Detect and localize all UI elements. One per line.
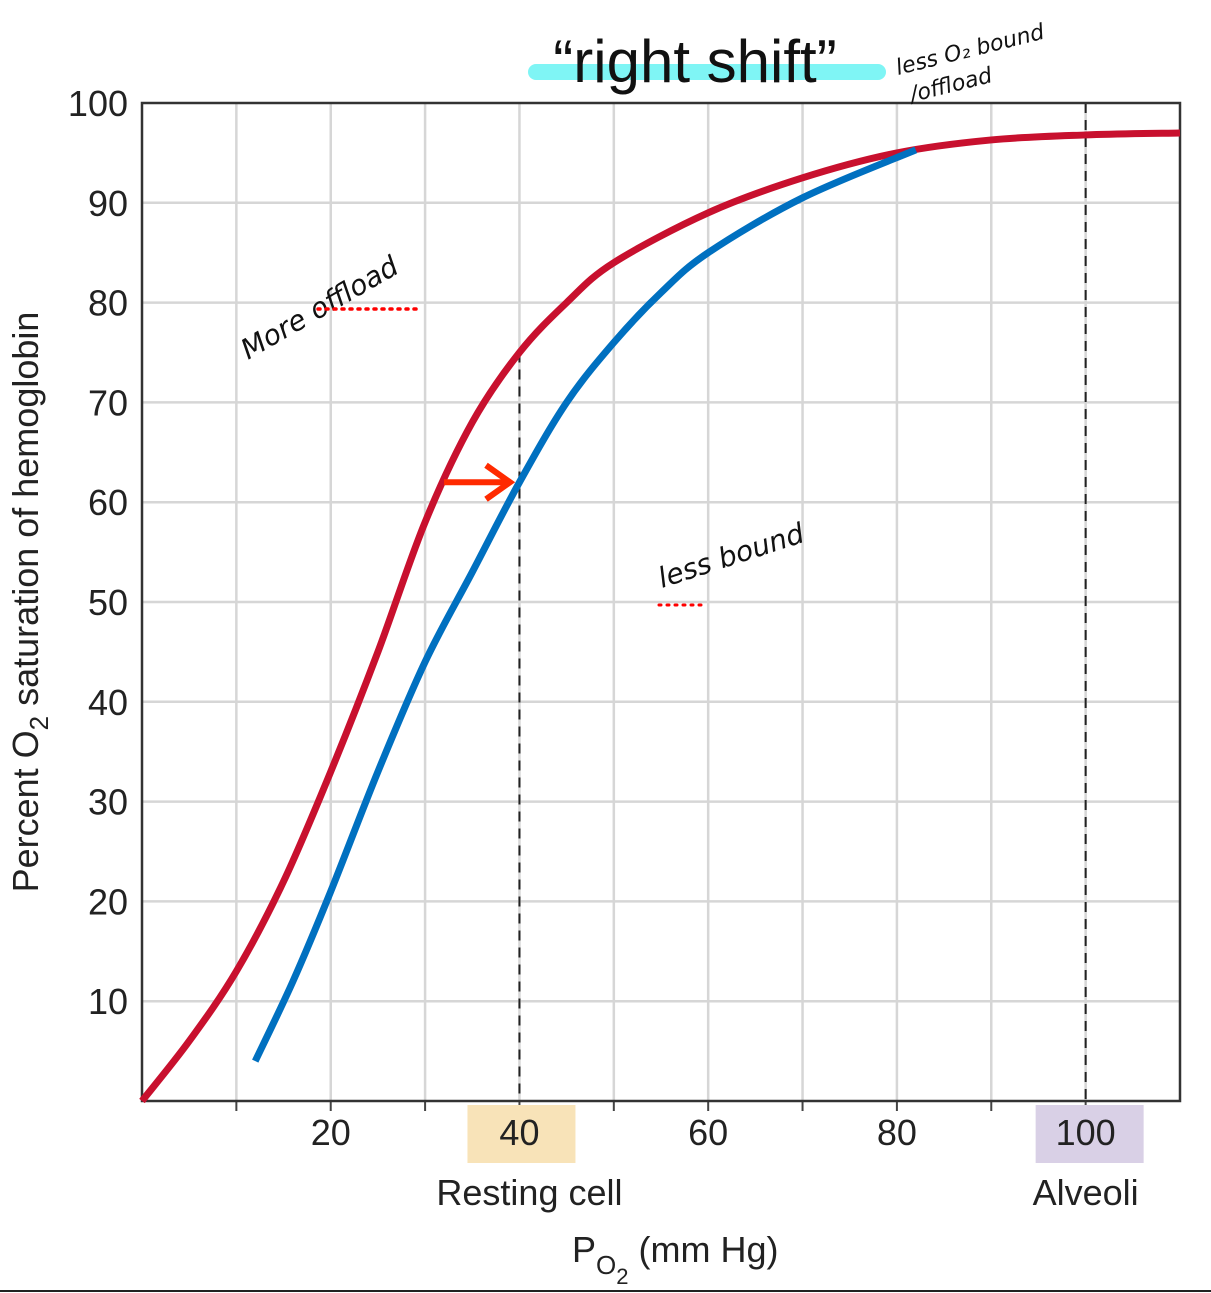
x-tick-label: 40 [499,1112,539,1153]
x-tick-label: 80 [877,1112,917,1153]
y-tick-label: 10 [88,981,128,1022]
tick-highlight [467,1105,576,1163]
right-shift-arrow [443,462,516,502]
arrow-head [484,462,516,502]
y-tick-label: 40 [88,682,128,723]
svg-text:PO2 (mm Hg): PO2 (mm Hg) [572,1229,778,1289]
x-tick-label: 100 [1056,1112,1116,1153]
x-tick-label: 20 [311,1112,351,1153]
y-tick-label: 70 [88,382,128,423]
y-tick-labels: 10 20 30 40 50 60 70 80 90 100 [68,83,128,1022]
y-tick-label: 50 [88,582,128,623]
grid [142,103,1180,1111]
title-highlight [528,64,886,80]
x-tick-label: 60 [688,1112,728,1153]
series-line-right-shifted [252,146,918,1063]
tick-highlight [1035,1105,1144,1163]
note-mid: less bound [654,516,808,594]
series-line-normal [139,129,1181,1104]
chart-title: “right shift” [553,28,836,95]
y-tick-label: 60 [88,482,128,523]
y-tick-label: 20 [88,881,128,922]
y-tick-label: 100 [68,83,128,124]
y-tick-label: 30 [88,782,128,823]
svg-text:Percent O2 saturation of hemog: Percent O2 saturation of hemoglobin [5,312,54,893]
x-tick-labels: 20 40 Resting cell 60 80 100 Alveoli [311,1105,1144,1213]
x-tick-caption: Resting cell [436,1172,622,1213]
y-tick-label: 90 [88,183,128,224]
y-tick-label: 80 [88,283,128,324]
series-group [139,129,1181,1104]
y-axis-label: Percent O2 saturation of hemoglobin [5,312,54,893]
x-axis-label: PO2 (mm Hg) [572,1229,778,1289]
x-tick-caption: Alveoli [1033,1172,1139,1213]
plot-frame [140,101,1182,1103]
